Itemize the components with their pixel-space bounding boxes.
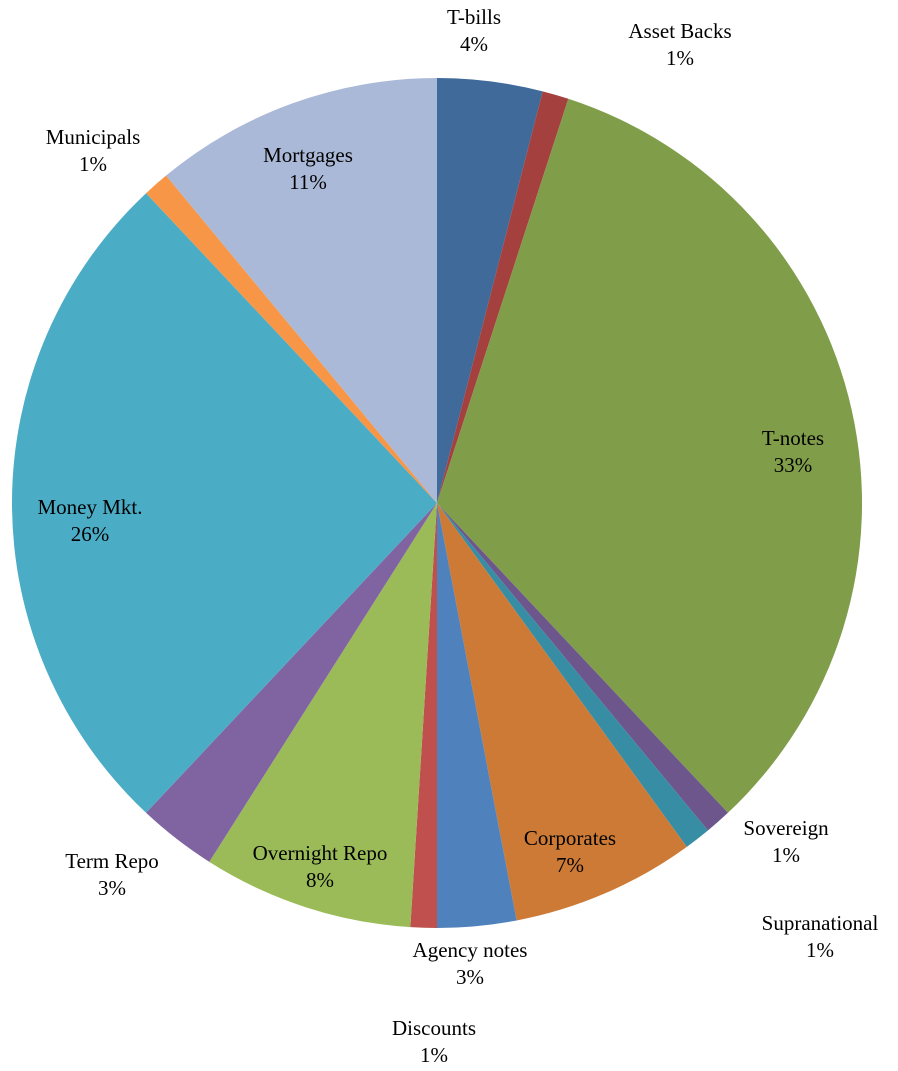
slice-value-label: 7% bbox=[556, 853, 584, 877]
slice-label: T-bills bbox=[447, 5, 501, 29]
pie-slice bbox=[437, 503, 517, 928]
slice-value-label: 1% bbox=[79, 152, 107, 176]
pie-slice bbox=[437, 91, 569, 503]
pie-slice bbox=[410, 503, 437, 928]
pie-slice bbox=[146, 175, 437, 504]
slice-label: Term Repo bbox=[65, 849, 159, 873]
slice-label: Mortgages bbox=[263, 143, 353, 167]
slice-label: Agency notes bbox=[413, 938, 528, 962]
slice-label: Discounts bbox=[392, 1016, 476, 1040]
slice-value-label: 8% bbox=[306, 868, 334, 892]
slice-value-label: 4% bbox=[460, 32, 488, 56]
pie-slice bbox=[437, 98, 862, 813]
pie-slice bbox=[209, 503, 437, 928]
slice-label: Money Mkt. bbox=[38, 495, 143, 519]
slice-value-label: 1% bbox=[420, 1043, 448, 1067]
slice-value-label: 3% bbox=[98, 876, 126, 900]
pie-slice bbox=[166, 77, 438, 503]
pie-slice bbox=[437, 78, 543, 503]
pie-slice bbox=[437, 503, 728, 831]
slice-value-label: 1% bbox=[772, 843, 800, 867]
slice-label: Supranational bbox=[762, 911, 879, 935]
slice-value-label: 1% bbox=[666, 46, 694, 70]
slice-label: Corporates bbox=[524, 826, 616, 850]
slice-value-label: 26% bbox=[71, 522, 110, 546]
slice-label: Municipals bbox=[46, 125, 141, 149]
slice-value-label: 3% bbox=[456, 965, 484, 989]
slice-label: Asset Backs bbox=[628, 19, 731, 43]
slice-value-label: 33% bbox=[774, 453, 813, 477]
pie-slice bbox=[11, 193, 437, 813]
pie-slice bbox=[146, 503, 437, 862]
slice-label: Overnight Repo bbox=[253, 841, 388, 865]
slice-label: T-notes bbox=[762, 426, 824, 450]
slice-label: Sovereign bbox=[743, 816, 829, 840]
slice-value-label: 11% bbox=[289, 170, 327, 194]
slice-value-label: 1% bbox=[806, 938, 834, 962]
pie-slice bbox=[437, 503, 687, 921]
pie-slice bbox=[437, 503, 708, 847]
